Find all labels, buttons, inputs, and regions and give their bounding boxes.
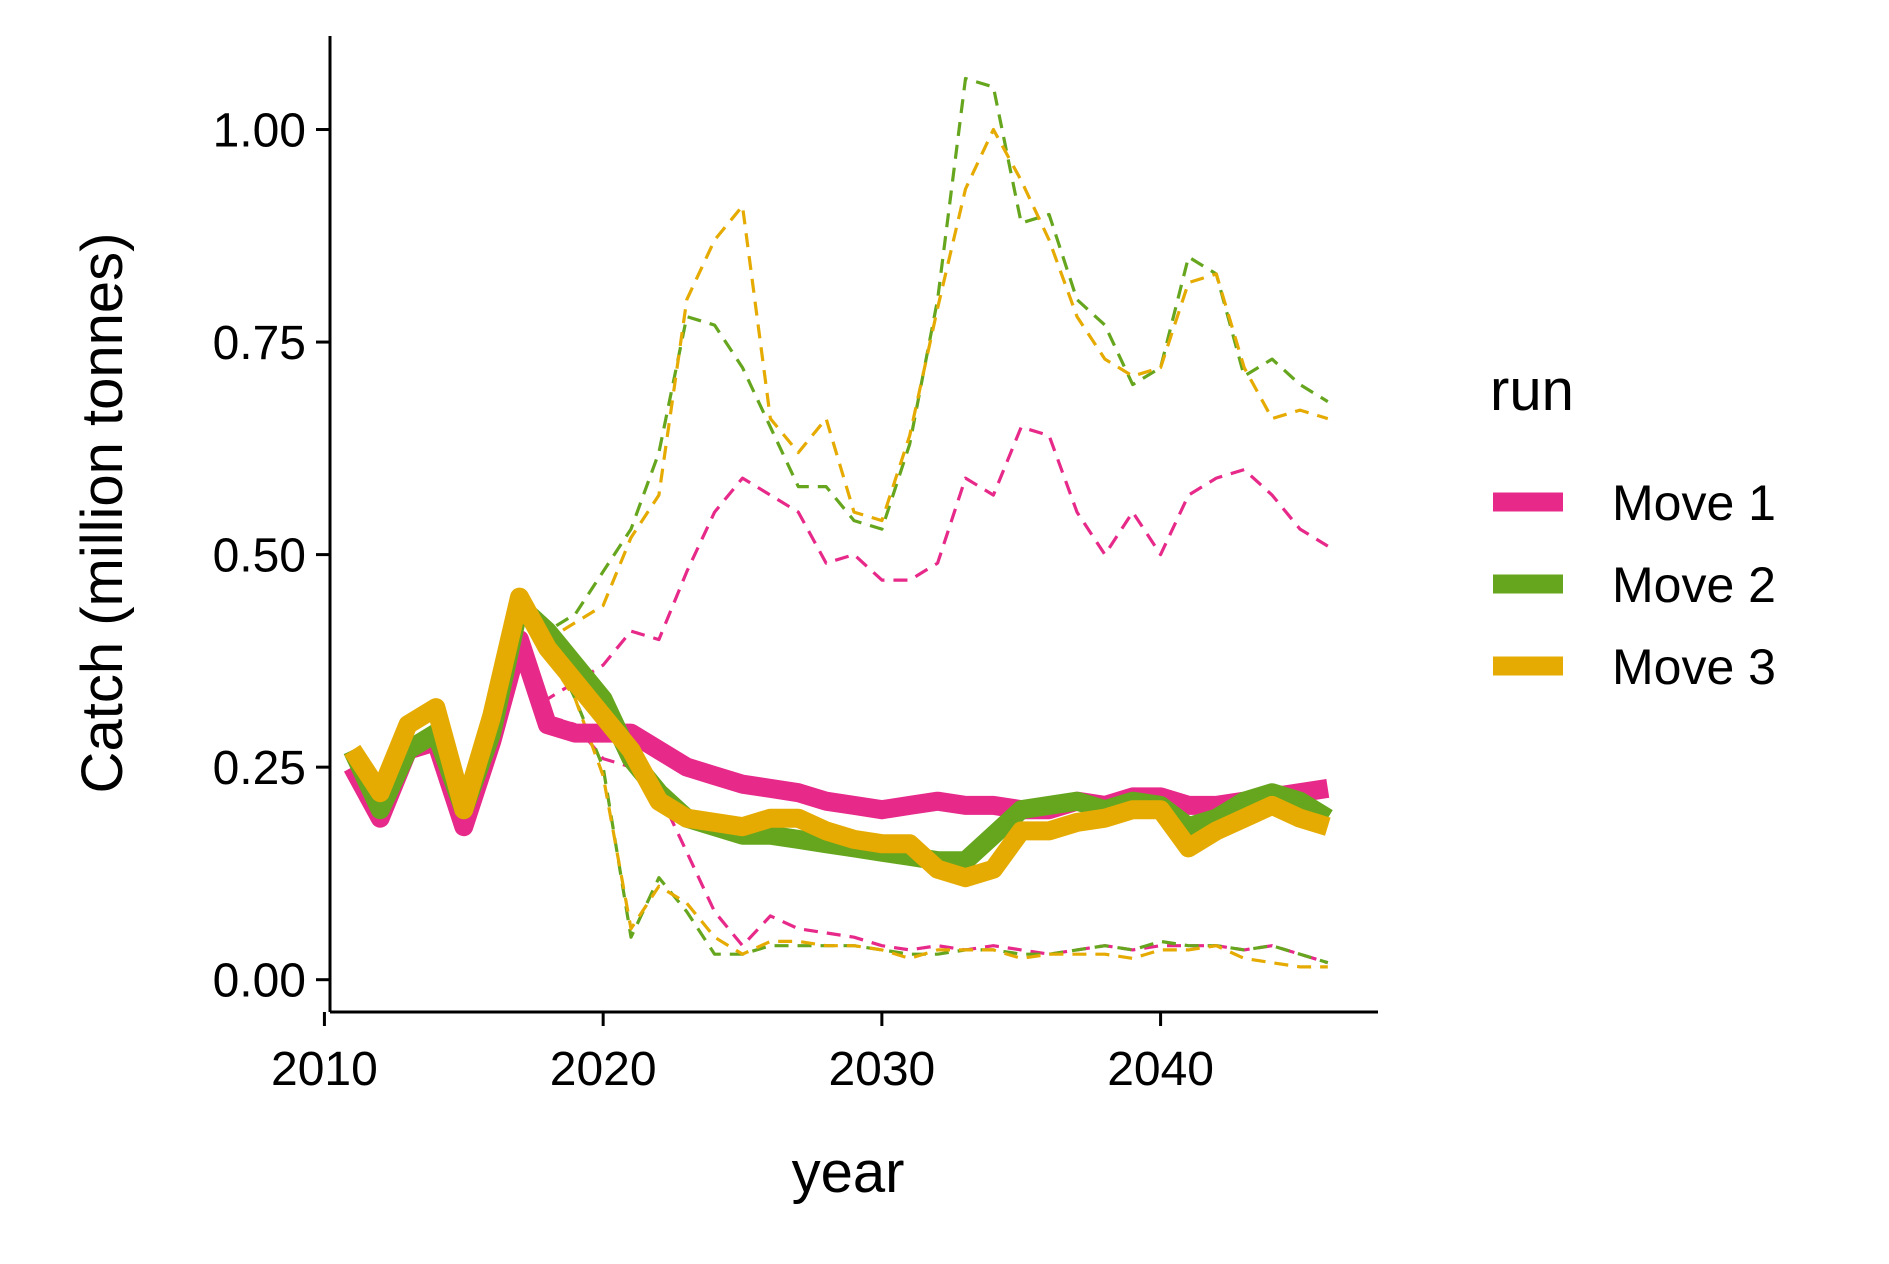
y-tick-label: 0.75 [213, 317, 306, 370]
legend: run Move 1 Move 2 Move 3 [1490, 358, 1776, 695]
y-tick-label: 0.50 [213, 530, 306, 583]
axes: 0.00 0.25 0.50 0.75 1.00 2010 2020 2030 2040 [213, 36, 1378, 1096]
x-tick-label: 2030 [828, 1043, 935, 1096]
legend-title: run [1490, 358, 1574, 423]
move-1-lower-line [350, 638, 1329, 965]
x-tick-label: 2040 [1107, 1043, 1214, 1096]
y-tick-label: 0.25 [213, 742, 306, 795]
x-axis-title: year [792, 1140, 905, 1205]
y-tick-label: 0.00 [213, 955, 306, 1008]
x-tick-label: 2010 [271, 1043, 378, 1096]
legend-label-move-2: Move 2 [1612, 557, 1776, 613]
legend-label-move-3: Move 3 [1612, 639, 1776, 695]
y-axis-title: Catch (million tonnes) [70, 233, 135, 794]
y-tick-label: 1.00 [213, 105, 306, 158]
x-tick-label: 2020 [550, 1043, 657, 1096]
move-1-upper-line [350, 425, 1329, 829]
move-3-median-line [344, 587, 1331, 888]
legend-label-move-1: Move 1 [1612, 475, 1776, 531]
move-2-lower-line [350, 604, 1329, 965]
move-2-upper-line [350, 76, 1329, 812]
plot-area [343, 76, 1333, 969]
